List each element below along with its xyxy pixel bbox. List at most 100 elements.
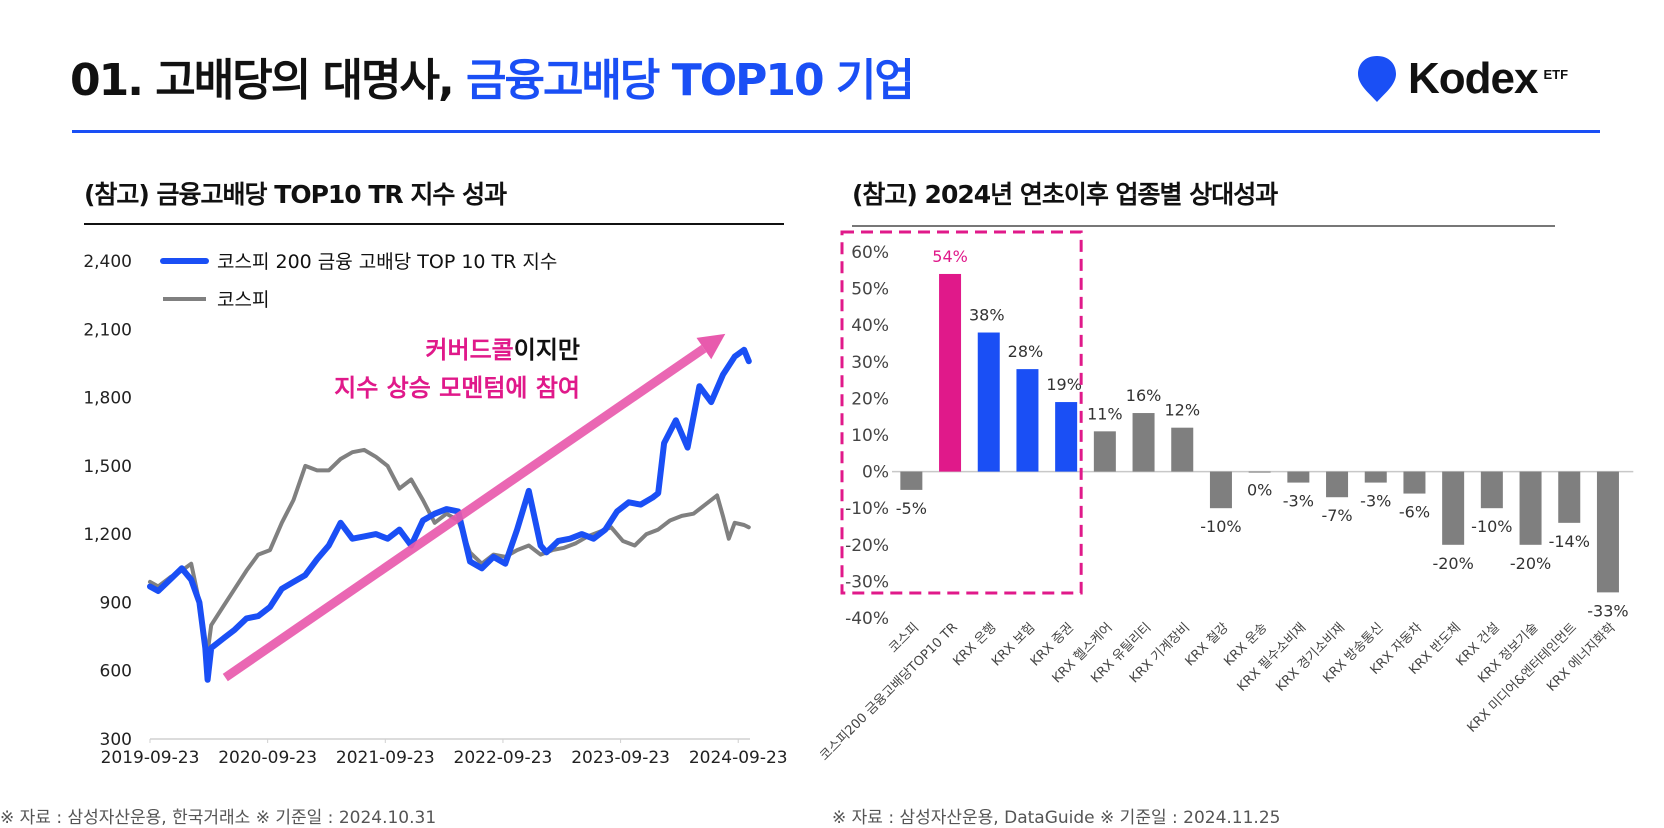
bar bbox=[900, 471, 923, 490]
y-tick-label: 40% bbox=[851, 316, 889, 336]
category-label: 코스피 bbox=[886, 620, 922, 656]
value-label: -33% bbox=[1587, 601, 1628, 620]
value-label: -3% bbox=[1360, 492, 1391, 511]
kodex-logo: Kodex ETF bbox=[1356, 54, 1568, 104]
bar bbox=[1442, 471, 1465, 545]
bar bbox=[1287, 471, 1310, 483]
chart-annotation: 커버드콜이지만 지수 상승 모멘텀에 참여 bbox=[334, 336, 580, 402]
value-label: 38% bbox=[969, 306, 1005, 325]
y-tick-label: 2,100 bbox=[83, 320, 132, 340]
y-axis-ticks: 300 600 900 1,200 1,500 1,800 2,100 2,400 bbox=[83, 252, 132, 750]
left-panel-title: (참고) 금융고배당 TOP10 TR 지수 성과 bbox=[84, 180, 507, 209]
value-label: -7% bbox=[1321, 506, 1352, 525]
location-pin-icon bbox=[1358, 56, 1396, 102]
value-label: 19% bbox=[1046, 375, 1082, 394]
series-line-kospi bbox=[148, 447, 751, 655]
value-label: 54% bbox=[932, 247, 968, 266]
bar bbox=[1558, 471, 1581, 523]
left-footnote: ※ 자료 : 삼성자산운용, 한국거래소 ※ 기준일 : 2024.10.31 bbox=[0, 808, 437, 828]
bar bbox=[1248, 471, 1271, 473]
annotation-line2: 지수 상승 모멘텀에 참여 bbox=[334, 374, 580, 402]
line-chart: 300 600 900 1,200 1,500 1,800 2,100 2,400 2019-… bbox=[83, 251, 788, 768]
trend-arrow-head bbox=[696, 333, 726, 360]
y-tick-label: 20% bbox=[851, 389, 889, 409]
bar bbox=[1519, 471, 1542, 545]
page-title-prefix: 01. 고배당의 대명사, bbox=[70, 55, 466, 106]
legend-label-tr-index: 코스피 200 금융 고배당 TOP 10 TR 지수 bbox=[217, 251, 557, 273]
bar bbox=[939, 273, 962, 472]
page-title: 01. 고배당의 대명사, 금융고배당 TOP10 기업 bbox=[70, 44, 915, 108]
title-divider bbox=[72, 130, 1600, 133]
bar bbox=[1480, 471, 1503, 509]
y-tick-label: 900 bbox=[100, 593, 132, 613]
bar bbox=[977, 332, 1000, 472]
y-tick-label: 1,200 bbox=[83, 525, 132, 545]
y-tick-label: 1,500 bbox=[83, 457, 132, 477]
annotation-line1-dark: 이지만 bbox=[514, 336, 580, 364]
y-tick-label: 50% bbox=[851, 280, 889, 300]
y-tick-label: 60% bbox=[851, 243, 889, 263]
category-label: KRX 에너지화학 bbox=[1544, 620, 1619, 695]
x-axis-ticks: 2019-09-23 2020-09-23 2021-09-23 2022-09-23… bbox=[101, 739, 788, 768]
category-label: KRX 경기소비재 bbox=[1273, 620, 1348, 695]
page-title-accent: 금융고배당 TOP10 기업 bbox=[465, 55, 915, 106]
bar bbox=[1364, 471, 1387, 483]
trend-arrow bbox=[222, 333, 726, 682]
y-axis-ticks: -40% -30% -20% -10% 0% 10% 20% 30% 40% 50% 60% bbox=[845, 243, 889, 629]
value-label: 0% bbox=[1247, 481, 1272, 500]
right-panel-title: (참고) 2024년 연초이후 업종별 상대성과 bbox=[852, 180, 1278, 209]
value-label: 11% bbox=[1087, 404, 1123, 423]
legend-label-kospi: 코스피 bbox=[217, 289, 269, 311]
value-label: -10% bbox=[1471, 517, 1512, 536]
x-tick-label: 2022-09-23 bbox=[454, 748, 553, 768]
value-label: -14% bbox=[1549, 532, 1590, 551]
value-labels: -5%54%38%28%19%11%16%12%-10%0%-3%-7%-3%-… bbox=[896, 247, 1629, 620]
bar bbox=[1596, 471, 1619, 593]
y-tick-label: 10% bbox=[851, 426, 889, 446]
y-tick-label: -20% bbox=[845, 536, 889, 556]
legend: 코스피 200 금융 고배당 TOP 10 TR 지수 코스피 bbox=[160, 251, 557, 311]
category-label: KRX 필수소비재 bbox=[1235, 620, 1310, 695]
y-tick-label: -30% bbox=[845, 572, 889, 592]
value-label: -10% bbox=[1200, 517, 1241, 536]
annotation-line1: 커버드콜이지만 bbox=[425, 336, 580, 364]
bar bbox=[1055, 402, 1078, 472]
series-lines bbox=[147, 346, 752, 683]
bar-chart: -40% -30% -20% -10% 0% 10% 20% 30% 40% 50% 60% -5%… bbox=[820, 230, 1634, 764]
x-tick-label: 2023-09-23 bbox=[571, 748, 670, 768]
bar bbox=[1171, 427, 1194, 472]
value-label: 28% bbox=[1008, 342, 1044, 361]
logo-brand: Kodex bbox=[1408, 54, 1538, 103]
bar bbox=[1209, 471, 1232, 509]
value-label: 16% bbox=[1126, 386, 1162, 405]
annotation-line1-pink: 커버드콜 bbox=[425, 336, 513, 364]
y-tick-label: -40% bbox=[845, 609, 889, 629]
y-tick-label: 2,400 bbox=[83, 252, 132, 272]
value-label: -3% bbox=[1283, 492, 1314, 511]
y-tick-label: -10% bbox=[845, 499, 889, 519]
bar bbox=[1132, 413, 1155, 472]
x-tick-label: 2019-09-23 bbox=[101, 748, 200, 768]
y-tick-label: 0% bbox=[862, 463, 889, 483]
trend-arrow-shaft bbox=[222, 344, 707, 682]
x-tick-label: 2024-09-23 bbox=[689, 748, 788, 768]
highlight-box bbox=[840, 230, 1083, 595]
bar bbox=[1093, 431, 1116, 472]
y-tick-label: 600 bbox=[100, 662, 132, 682]
value-label: -6% bbox=[1399, 503, 1430, 522]
value-label: 12% bbox=[1164, 401, 1200, 420]
x-tick-label: 2020-09-23 bbox=[218, 748, 317, 768]
left-panel-divider bbox=[84, 223, 784, 225]
right-footnote: ※ 자료 : 삼성자산운용, DataGuide ※ 기준일 : 2024.11… bbox=[832, 808, 1281, 828]
x-tick-label: 2021-09-23 bbox=[336, 748, 435, 768]
value-label: -20% bbox=[1432, 554, 1473, 573]
logo-suffix: ETF bbox=[1543, 66, 1569, 82]
y-tick-label: 1,800 bbox=[83, 389, 132, 409]
bar bbox=[1403, 471, 1426, 494]
bar bbox=[1326, 471, 1349, 498]
bar bbox=[1016, 369, 1039, 472]
y-tick-label: 30% bbox=[851, 353, 889, 373]
value-label: -20% bbox=[1510, 554, 1551, 573]
bars bbox=[900, 273, 1619, 593]
